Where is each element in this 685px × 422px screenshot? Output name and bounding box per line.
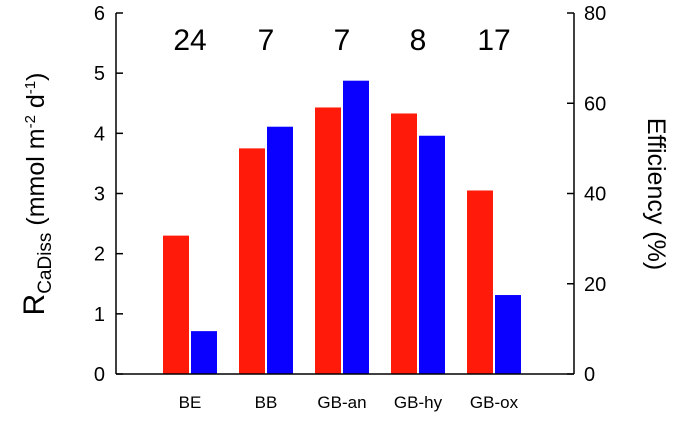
left-tick-label: 2	[94, 244, 105, 266]
bar-efficiency-be	[191, 331, 217, 374]
bar-rate-gb-hy	[391, 113, 417, 374]
annotations-group: 24 7 7 8 17	[173, 24, 510, 57]
left-tick-label: 5	[94, 63, 105, 85]
x-tick-label-gb-an: GB-an	[317, 393, 366, 412]
annotation-gb-ox: 17	[477, 24, 510, 57]
right-axis-title: Efficiency (%)	[642, 118, 670, 270]
x-tick-label-gb-hy: GB-hy	[394, 393, 443, 412]
annotation-bb: 7	[258, 24, 275, 57]
right-tick-label: 40	[584, 184, 606, 206]
bars-group	[163, 80, 521, 374]
right-tick-label: 0	[584, 364, 595, 386]
annotation-gb-an: 7	[334, 24, 351, 57]
left-tick-label: 4	[94, 123, 105, 145]
left-tick-label: 0	[94, 364, 105, 386]
bar-efficiency-bb	[267, 126, 293, 374]
annotation-be: 24	[173, 24, 206, 57]
x-tick-label-bb: BB	[255, 393, 278, 412]
bar-efficiency-gb-ox	[495, 295, 521, 374]
category-labels-group: BE BB GB-an GB-hy GB-ox	[179, 393, 519, 412]
left-tick-label: 1	[94, 304, 105, 326]
left-tick-label: 3	[94, 184, 105, 206]
left-axis-title: RCaDiss (mmol m-2 d-1)	[18, 73, 56, 316]
bar-rate-bb	[239, 148, 265, 374]
bar-efficiency-gb-hy	[419, 135, 445, 374]
right-tick-label: 60	[584, 93, 606, 115]
bar-rate-gb-ox	[467, 190, 493, 374]
bar-rate-be	[163, 235, 189, 374]
left-tick-label: 6	[94, 3, 105, 25]
x-tick-label-gb-ox: GB-ox	[470, 393, 519, 412]
bar-efficiency-gb-an	[343, 80, 369, 374]
x-tick-label-be: BE	[179, 393, 202, 412]
right-tick-label: 80	[584, 3, 606, 25]
annotation-gb-hy: 8	[410, 24, 427, 57]
bar-rate-gb-an	[315, 107, 341, 374]
right-tick-label: 20	[584, 274, 606, 296]
